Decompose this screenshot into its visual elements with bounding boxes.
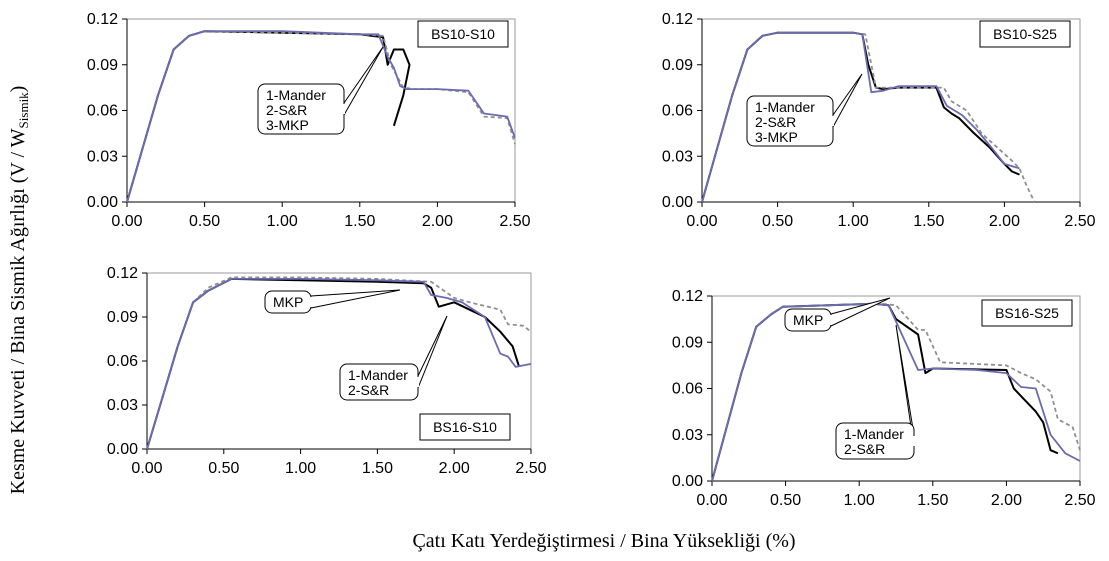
y-tick-label: 0.06 — [662, 103, 693, 120]
x-tick-label: 0.00 — [111, 213, 142, 230]
series-line-3 — [126, 30, 516, 203]
y-tick-label: 0.06 — [672, 381, 703, 398]
series-line-2 — [711, 302, 1081, 482]
annotation-mkp-line: MKP — [273, 294, 303, 310]
annotation-line: 3-MKP — [755, 129, 798, 145]
annotation-mkp-line: MKP — [793, 312, 823, 328]
x-tick-label: 1.00 — [267, 213, 298, 230]
x-tick-label: 2.50 — [1064, 213, 1095, 230]
annotation-line: 1-Mander — [266, 87, 326, 103]
y-tick-label: 0.12 — [662, 11, 693, 28]
x-tick-label: 0.00 — [696, 492, 727, 509]
annotation-pointer — [895, 324, 915, 448]
y-tick-label: 0.00 — [107, 441, 138, 458]
chart-3: 0.00 0.03 0.06 0.09 0.12 0.00 0.50 1.00 1.50 2.00… — [107, 265, 547, 477]
x-axis-title: Çatı Katı Yerdeğiştirmesi / Bina Yüksekl… — [412, 530, 795, 552]
y-tick-label: 0.03 — [107, 397, 138, 414]
y-tick-label: 0.03 — [672, 427, 703, 444]
x-tick-label: 2.50 — [515, 460, 546, 477]
chart-title-box — [419, 413, 511, 441]
chart-1: 0.00 0.03 0.06 0.09 0.12 0.00 0.50 1.00 1.50 2.00… — [87, 11, 531, 230]
x-tick-label: 1.50 — [913, 213, 944, 230]
y-tick-label: 0.09 — [672, 334, 703, 351]
x-tick-label: 0.50 — [189, 213, 220, 230]
annotation-line: 2-S&R — [266, 102, 307, 118]
y-tick-label: 0.03 — [662, 148, 693, 165]
x-tick-label: 2.00 — [439, 460, 470, 477]
x-tick-label: 1.50 — [362, 460, 393, 477]
y-tick-label: 0.09 — [87, 57, 118, 74]
series-line-3 — [711, 302, 1081, 482]
chart-title: BS10-S10 — [431, 26, 495, 42]
annotation-pointer — [832, 73, 863, 128]
annotation-line: 3-MKP — [266, 117, 309, 133]
chart-title: BS16-S10 — [433, 419, 497, 435]
annotation-line: 1-Mander — [755, 99, 815, 115]
y-tick-label: 0.12 — [107, 265, 138, 282]
x-tick-label: 0.50 — [762, 213, 793, 230]
x-tick-label: 1.50 — [344, 213, 375, 230]
x-tick-label: 0.00 — [131, 460, 162, 477]
y-tick-label: 0.00 — [87, 194, 118, 211]
annotation-mkp-pointer — [310, 289, 401, 309]
y-tick-label: 0.03 — [87, 148, 118, 165]
chart-title-box — [417, 20, 509, 48]
chart-4: 0.00 0.03 0.06 0.09 0.12 0.00 0.50 1.00 1.50 2.00… — [672, 288, 1096, 509]
x-tick-label: 0.00 — [686, 213, 717, 230]
annotation-line: 1-Mander — [348, 367, 408, 383]
y-axis-title: Kesme Kuvveti / Bina Sismik Ağırlığı (V … — [7, 86, 31, 495]
x-tick-label: 1.00 — [838, 213, 869, 230]
annotation-pointer — [343, 46, 384, 116]
x-tick-label: 2.50 — [1064, 492, 1095, 509]
x-tick-label: 1.00 — [844, 492, 875, 509]
annotation-line: 2-S&R — [755, 114, 796, 130]
annotation-mkp-pointer — [830, 297, 891, 327]
series-line-3 — [146, 278, 532, 450]
y-tick-label: 0.06 — [87, 103, 118, 120]
y-tick-label: 0.00 — [662, 194, 693, 211]
annotation-line: 2-S&R — [844, 441, 885, 457]
y-tick-label: 0.12 — [672, 288, 703, 305]
annotation-line: 1-Mander — [844, 426, 904, 442]
annotation-pointer — [417, 315, 448, 389]
x-tick-label: 2.00 — [422, 213, 453, 230]
y-tick-label: 0.09 — [107, 309, 138, 326]
chart-title-box — [981, 299, 1073, 327]
chart-2: 0.00 0.03 0.06 0.09 0.12 0.00 0.50 1.00 1.50 2.00… — [662, 11, 1096, 230]
chart-title-box — [979, 20, 1071, 48]
chart-title: BS16-S25 — [995, 305, 1059, 321]
y-tick-label: 0.09 — [662, 57, 693, 74]
x-tick-label: 2.00 — [989, 213, 1020, 230]
x-tick-label: 1.50 — [917, 492, 948, 509]
x-tick-label: 0.50 — [770, 492, 801, 509]
annotation-line: 2-S&R — [348, 382, 389, 398]
x-tick-label: 1.00 — [285, 460, 316, 477]
x-tick-label: 2.00 — [991, 492, 1022, 509]
x-tick-label: 0.50 — [208, 460, 239, 477]
x-tick-label: 2.50 — [499, 213, 530, 230]
y-tick-label: 0.12 — [87, 11, 118, 28]
y-tick-label: 0.00 — [672, 473, 703, 490]
chart-title: BS10-S25 — [993, 26, 1057, 42]
series-line-3 — [701, 31, 1020, 203]
series-line-2 — [701, 31, 1036, 203]
y-tick-label: 0.06 — [107, 353, 138, 370]
